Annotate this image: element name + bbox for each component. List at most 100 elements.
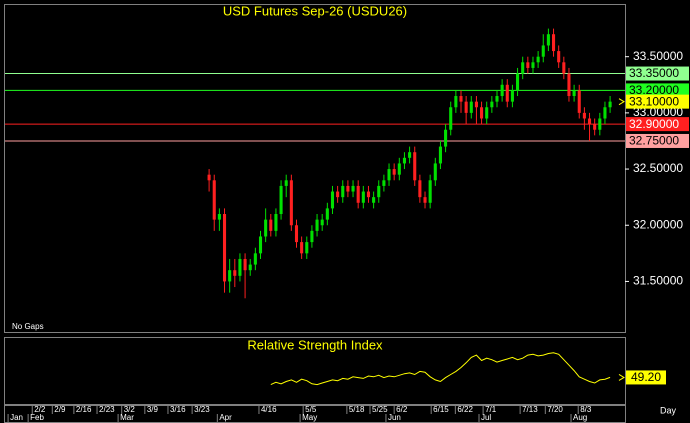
candle-body: [546, 34, 550, 46]
y-tick-label: 31.50000: [633, 274, 683, 288]
y-tick-label: 32.50000: [633, 161, 683, 175]
candle-body: [269, 219, 273, 231]
x-tick-label: 6/15: [433, 405, 449, 414]
candle-body: [258, 236, 263, 254]
candle-body: [217, 214, 221, 220]
candle-body: [402, 157, 406, 164]
candle-body: [320, 219, 324, 226]
candle-body: [330, 191, 335, 209]
candle-body: [356, 185, 360, 203]
candle-body: [567, 73, 571, 97]
candle-body: [377, 185, 381, 198]
level-label-bg: [626, 83, 689, 98]
candle-body: [480, 107, 484, 119]
candle-body: [351, 185, 355, 192]
candle-body: [505, 84, 509, 102]
month-label: May: [302, 413, 317, 422]
x-tick-label: 2/23: [99, 405, 115, 414]
candle-body: [593, 124, 597, 130]
candle-body: [279, 185, 283, 215]
candle-body: [207, 174, 211, 181]
x-unit: Day: [660, 405, 677, 415]
candle-body: [336, 191, 340, 198]
candle-body: [264, 219, 268, 237]
candle-body: [228, 270, 232, 282]
rsi-arrow: [618, 374, 625, 381]
x-tick-label: 7/1: [485, 405, 497, 414]
candle-body: [444, 129, 448, 147]
candle-body: [243, 258, 247, 271]
candle-body: [253, 253, 257, 265]
candle-body: [222, 214, 227, 282]
month-label: Mar: [120, 413, 134, 422]
y-tick-label: 33.50000: [633, 49, 683, 63]
candle-body: [521, 62, 525, 74]
candle-body: [562, 62, 566, 74]
month-label: Jul: [481, 413, 491, 422]
candle-body: [536, 56, 540, 63]
candle-body: [587, 118, 592, 125]
candle-body: [541, 45, 545, 57]
candle-body: [361, 191, 365, 203]
rsi-label-bg: [626, 370, 666, 385]
candle-body: [485, 107, 489, 119]
candle-body: [464, 101, 468, 113]
candle-body: [315, 219, 319, 231]
candle-body: [454, 96, 458, 108]
level-label: 33.35000: [629, 66, 679, 80]
candle-body: [341, 185, 345, 198]
candle-body: [500, 84, 504, 97]
month-label: Aug: [573, 413, 587, 422]
candle-body: [366, 191, 371, 198]
x-tick-label: 5/18: [349, 405, 365, 414]
x-tick-label: 8/3: [580, 405, 592, 414]
candle-body: [248, 264, 252, 271]
candle-body: [516, 73, 520, 91]
candle-body: [438, 146, 442, 164]
month-label: Apr: [219, 413, 232, 422]
candle-body: [531, 62, 535, 68]
x-tick-label: 6/22: [457, 405, 473, 414]
candle-body: [305, 242, 309, 254]
candle-body: [433, 163, 437, 181]
x-tick-label: 7/13: [522, 405, 538, 414]
candle-body: [289, 180, 293, 226]
candle-body: [510, 90, 514, 102]
note: No Gaps: [12, 322, 44, 331]
candle-body: [418, 180, 422, 198]
candle-body: [557, 51, 561, 63]
level-label: 33.20000: [629, 83, 679, 97]
candle-body: [608, 101, 612, 108]
candle-body: [582, 112, 586, 119]
candle-body: [284, 180, 288, 186]
month-label: Jan: [10, 413, 23, 422]
candle-body: [238, 258, 242, 276]
level-label-bg: [626, 94, 689, 109]
candle-body: [300, 242, 304, 254]
x-tick-label: 4/16: [261, 405, 277, 414]
candle-body: [274, 214, 278, 231]
month-label: Feb: [30, 413, 44, 422]
rsi-panel: [4, 337, 626, 405]
candle-body: [397, 163, 401, 175]
level-label-bg: [626, 117, 689, 132]
candle-body: [577, 90, 581, 113]
rsi-title: Relative Strength Index: [247, 337, 383, 352]
candle-body: [413, 152, 417, 181]
candle-body: [233, 270, 237, 276]
rsi-label: 49.20: [631, 370, 661, 384]
last-price-arrow: [618, 98, 625, 106]
level-label-bg: [626, 133, 689, 148]
level-label: 32.90000: [629, 117, 679, 131]
candle-body: [598, 118, 602, 130]
level-label: 33.10000: [629, 94, 679, 108]
x-tick-label: 7/20: [547, 405, 563, 414]
candle-body: [459, 96, 463, 102]
candle-body: [428, 180, 432, 203]
candle-body: [469, 101, 473, 113]
rsi-line: [270, 352, 611, 386]
candle-body: [495, 96, 499, 102]
candle-body: [449, 107, 453, 130]
